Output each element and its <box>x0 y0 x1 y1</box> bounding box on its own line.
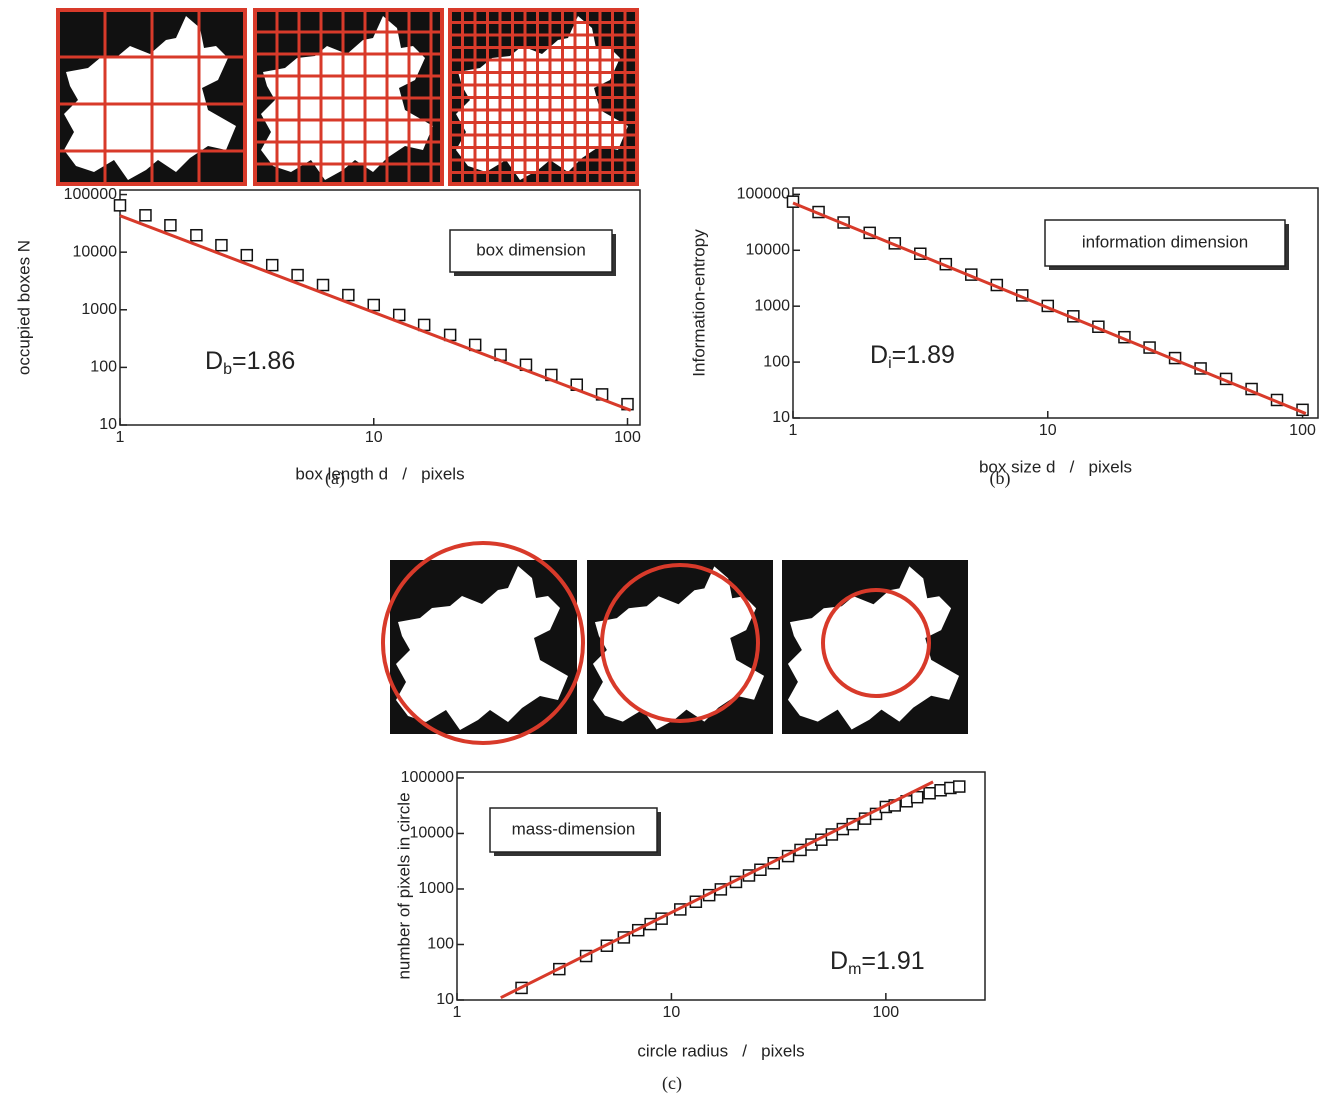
marker <box>165 220 176 231</box>
annotation: information dimension <box>1082 232 1248 251</box>
fit-subscript: m <box>848 961 861 978</box>
caption: (b) <box>990 468 1011 489</box>
x-tick-label: 100 <box>614 429 641 446</box>
fit-label: Db=1.86 <box>205 347 295 379</box>
fit-subscript: b <box>223 361 232 378</box>
annotation: box dimension <box>476 240 586 259</box>
marker <box>115 200 126 211</box>
y-tick-label: 10000 <box>73 243 118 260</box>
marker <box>140 210 151 221</box>
x-axis-label: circle radius / pixels <box>637 1041 804 1060</box>
y-axis-label: number of pixels in circle <box>394 792 413 979</box>
fit-label: Dm=1.91 <box>830 947 925 979</box>
marker <box>216 240 227 251</box>
x-tick-label: 10 <box>1039 422 1057 439</box>
x-tick-label: 100 <box>1289 422 1316 439</box>
y-tick-label: 100000 <box>401 769 454 786</box>
marker <box>394 309 405 320</box>
y-tick-label: 100 <box>763 353 790 370</box>
y-axis-label: occupied boxes N <box>14 240 33 375</box>
fit-label: Di=1.89 <box>870 341 955 373</box>
x-tick-label: 100 <box>872 1004 899 1021</box>
marker <box>318 280 329 291</box>
marker <box>267 260 278 271</box>
caption: (a) <box>325 468 345 489</box>
marker <box>924 788 935 799</box>
y-tick-label: 10000 <box>410 825 455 842</box>
annotation: mass-dimension <box>512 819 636 838</box>
fit-symbol: D <box>205 347 223 375</box>
fit-symbol: D <box>830 947 848 975</box>
y-tick-label: 10000 <box>746 241 791 258</box>
x-tick-label: 10 <box>663 1004 681 1021</box>
marker <box>191 230 202 241</box>
marker <box>241 250 252 261</box>
y-tick-label: 100 <box>427 936 454 953</box>
y-tick-label: 1000 <box>418 880 454 897</box>
x-tick-label: 10 <box>365 429 383 446</box>
marker <box>954 781 965 792</box>
y-tick-label: 100 <box>90 359 117 376</box>
fit-value: =1.89 <box>892 341 955 369</box>
fit-value: =1.86 <box>232 347 295 375</box>
fit-value: =1.91 <box>861 947 924 975</box>
figure: 11010010100100010000100000box dimensionD… <box>0 0 1326 1096</box>
marker <box>368 300 379 311</box>
y-tick-label: 1000 <box>754 297 790 314</box>
marker <box>343 290 354 301</box>
y-tick-label: 100000 <box>64 186 117 203</box>
y-tick-label: 10 <box>99 416 117 433</box>
y-tick-label: 10 <box>436 991 454 1008</box>
fit-symbol: D <box>870 341 888 369</box>
x-axis-label: box length d / pixels <box>295 464 464 483</box>
y-tick-label: 1000 <box>81 301 117 318</box>
y-tick-label: 10 <box>772 409 790 426</box>
marker <box>292 270 303 281</box>
y-axis-label: Information-entropy <box>689 229 708 377</box>
y-tick-label: 100000 <box>737 186 790 203</box>
caption: (c) <box>662 1073 682 1094</box>
